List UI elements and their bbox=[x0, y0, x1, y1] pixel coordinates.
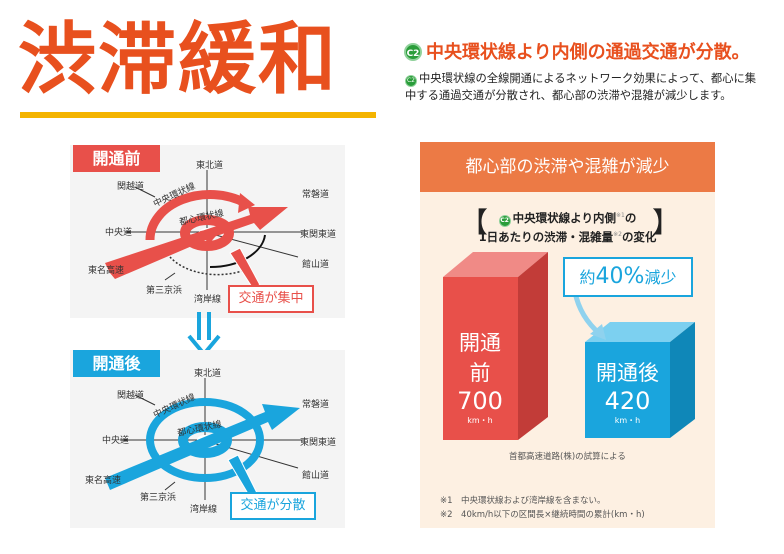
headline-text: 中央環状線より内側の通過交通が分散。 bbox=[426, 42, 750, 63]
bar-unit: km・h bbox=[614, 416, 641, 425]
bar-after-front bbox=[585, 342, 670, 438]
subtitle-text: 1日あたりの渋滞・混雑量 bbox=[478, 229, 614, 244]
bar-label: 開通後 bbox=[596, 361, 659, 385]
bar-after-top bbox=[585, 322, 695, 342]
page-title: 渋滞緩和 bbox=[18, 15, 339, 105]
bar-value: 700 bbox=[457, 387, 503, 415]
bar-before-labels: 開通前 700 km・h bbox=[450, 327, 510, 426]
road-label: 東関東道 bbox=[300, 228, 336, 240]
bracket-left: 【 bbox=[460, 206, 489, 239]
bar-before-front bbox=[443, 277, 518, 440]
bar-after-labels: 開通後 420 km・h bbox=[590, 357, 665, 426]
reduction-value: 40% bbox=[595, 264, 645, 289]
subtitle-text: の bbox=[624, 210, 637, 225]
headline: C2 中央環状線より内側の通過交通が分散。 bbox=[404, 38, 750, 64]
reduction-callout: 約40%減少 bbox=[563, 257, 693, 297]
footnote-2: ※2 40km/h以下の区間長×継続時間の累計(km・h) bbox=[440, 510, 645, 520]
road-label: 東名高速 bbox=[88, 264, 124, 276]
after-diagram: 東北道 関越道 中央道 東名高速 第三京浜 湾岸線 常磐道 東関東道 館山道 中… bbox=[70, 350, 345, 528]
road-label: 館山道 bbox=[302, 258, 329, 270]
bar-before-side bbox=[518, 252, 548, 440]
after-map: 東北道 関越道 中央道 東名高速 第三京浜 湾岸線 常磐道 東関東道 館山道 中… bbox=[85, 367, 336, 515]
before-label: 開通前 bbox=[73, 145, 160, 172]
note-marker: ※1 bbox=[615, 212, 625, 219]
road-label: 第三京浜 bbox=[140, 491, 176, 503]
reduction-prefix: 約 bbox=[579, 268, 596, 287]
bar-unit: km・h bbox=[467, 416, 493, 425]
road-label: 関越道 bbox=[117, 389, 144, 401]
title-underline bbox=[20, 112, 376, 118]
c2-route-badge-icon: C2 bbox=[498, 214, 511, 227]
subtitle-text: 中央環状線より内側 bbox=[512, 210, 616, 225]
road-label: 館山道 bbox=[302, 469, 329, 481]
road-label: 関越道 bbox=[117, 180, 144, 192]
after-label: 開通後 bbox=[73, 350, 160, 377]
road-label: 中央道 bbox=[102, 434, 129, 446]
road-label: 湾岸線 bbox=[194, 293, 221, 305]
source-note: 首都高速道路(株)の試算による bbox=[509, 452, 626, 462]
road-label: 東名高速 bbox=[85, 474, 121, 486]
road-label: 常磐道 bbox=[302, 398, 329, 410]
before-diagram: 東北道 関越道 中央道 東名高速 第三京浜 湾岸線 常磐道 東関東道 館山道 中… bbox=[70, 145, 345, 318]
bar-label: 開通前 bbox=[459, 331, 501, 385]
footnote-1: ※1 中央環状線および湾岸線を含まない。 bbox=[440, 496, 606, 506]
bracket-right: 】 bbox=[652, 206, 681, 239]
road-label: 東北道 bbox=[196, 159, 223, 171]
before-map: 東北道 関越道 中央道 東名高速 第三京浜 湾岸線 常磐道 東関東道 館山道 中… bbox=[88, 159, 336, 305]
road-label: 中央道 bbox=[105, 226, 132, 238]
bar-after-side bbox=[670, 322, 695, 438]
road-label: 東北道 bbox=[194, 367, 221, 379]
concentrated-callout: 交通が集中 bbox=[228, 285, 314, 313]
dispersed-callout: 交通が分散 bbox=[230, 492, 316, 520]
result-header: 都心部の渋滞や混雑が減少 bbox=[420, 142, 715, 192]
reduction-suffix: 減少 bbox=[644, 268, 677, 287]
bar-value: 420 bbox=[604, 387, 651, 415]
result-subtitle: C2 中央環状線より内側※1の 1日あたりの渋滞・混雑量※2の変化 bbox=[420, 208, 715, 245]
subtitle-text: の変化 bbox=[621, 229, 657, 244]
description: C2 中央環状線の全線開通によるネットワーク効果によって、都心に集中する通過交通が… bbox=[405, 70, 765, 104]
road-label: 東関東道 bbox=[300, 436, 336, 448]
c2-route-badge-icon: C2 bbox=[404, 43, 422, 61]
note-marker: ※2 bbox=[613, 230, 622, 238]
road-label: 第三京浜 bbox=[146, 284, 182, 296]
road-label: 常磐道 bbox=[302, 188, 329, 200]
bar-before-top bbox=[443, 252, 548, 277]
c2-route-badge-icon: C2 bbox=[405, 75, 417, 87]
description-text: 中央環状線の全線開通によるネットワーク効果によって、都心に集中する通過交通が分散… bbox=[405, 72, 757, 102]
result-panel: 都心部の渋滞や混雑が減少 【 】 C2 中央環状線より内側※1の 1日あたりの渋滞… bbox=[420, 142, 715, 528]
road-label: 湾岸線 bbox=[190, 503, 217, 515]
reduction-arrow-icon bbox=[572, 291, 602, 336]
